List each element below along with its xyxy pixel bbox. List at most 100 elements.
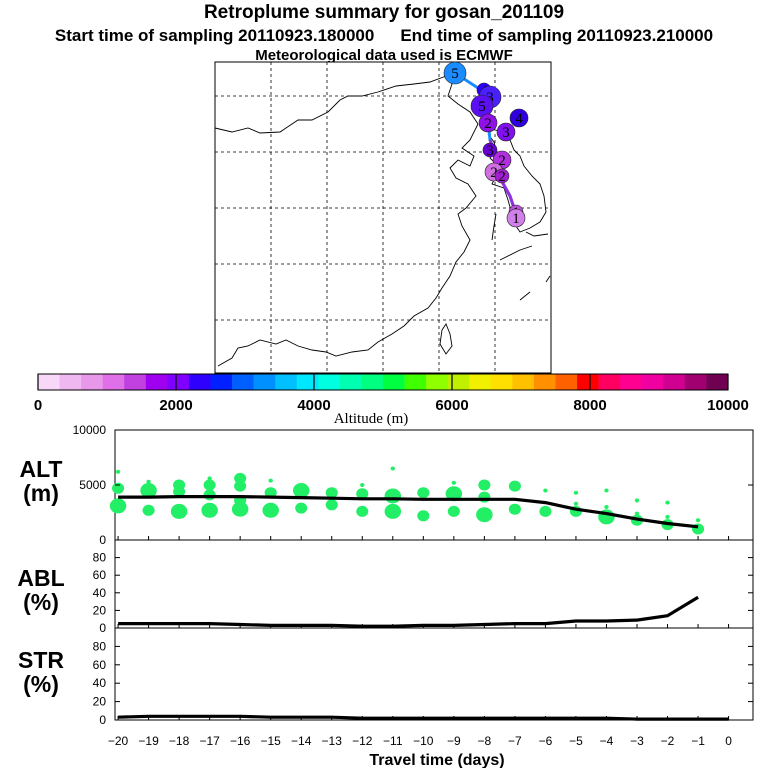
alt-scatter-point: [203, 479, 216, 491]
colorbar-swatch: [210, 374, 233, 390]
colorbar-swatch: [684, 374, 707, 390]
met-data-note: Meteorological data used is ECMWF: [255, 47, 513, 64]
abl-frame: [114, 539, 754, 629]
x-axis-label: Travel time (days): [369, 752, 504, 768]
colorbar-swatch: [469, 374, 492, 390]
alt-scatter-point: [478, 491, 491, 503]
alt-scatter-point: [203, 489, 216, 501]
colorbar-swatch: [188, 374, 211, 390]
ytick-label: 0: [99, 621, 106, 635]
ytick-label: 60: [93, 658, 107, 672]
alt-scatter-point: [360, 483, 365, 487]
alt-median-line: [118, 495, 699, 529]
colorbar-swatch: [641, 374, 664, 390]
altitude-colorbar: 0 2000 4000 6000 8000 10000 Altitude (m): [34, 373, 749, 427]
alt-scatter-point: [508, 480, 521, 492]
ytick-label: 60: [93, 568, 107, 582]
xtick-label: −16: [230, 734, 251, 748]
colorbar-tick-label: 10000: [707, 397, 749, 414]
colorbar-tick-label: 4000: [297, 397, 330, 414]
ytick-label: 0: [99, 533, 106, 547]
alt-scatter-point: [207, 476, 212, 481]
trajectory-marker-label: 3: [486, 143, 494, 159]
colorbar-swatch: [296, 374, 319, 390]
ytick-label: 20: [93, 695, 107, 709]
colorbar-swatch: [512, 374, 535, 390]
trajectory-marker-label: 1: [512, 211, 520, 227]
trajectory-marker: [478, 113, 498, 133]
travel-time-axis: −20 −19 −18 −17 −16 −15 −14 −13 −12 −11 −10 −9 −8 −7−…: [108, 536, 732, 748]
colorbar-swatch: [555, 374, 578, 390]
ytick-label: 10000: [73, 423, 107, 437]
alt-scatter-point: [115, 469, 121, 474]
xtick-label: −10: [413, 734, 434, 748]
abl-ylabel-bottom: (%): [23, 589, 59, 615]
alt-scatter-point: [325, 487, 338, 499]
xtick-label: −19: [138, 734, 159, 748]
colorbar-swatches: [38, 374, 729, 390]
xtick-label: −1: [691, 734, 705, 748]
colorbar-swatch: [620, 374, 643, 390]
ytick-label: 40: [93, 586, 107, 600]
alt-scatter-point: [112, 482, 125, 494]
ytick-label: 40: [93, 676, 107, 690]
alt-scatter-point: [508, 503, 521, 515]
trajectory-marker-label: 5: [451, 66, 459, 82]
alt-scatter-point: [140, 483, 157, 498]
alt-scatter-point: [109, 498, 127, 514]
xtick-label: −8: [478, 734, 492, 748]
ytick-label: 20: [93, 603, 107, 617]
alt-scatter-point: [634, 511, 640, 516]
colorbar-swatch: [383, 374, 405, 390]
trajectory-marker: [494, 168, 510, 184]
alt-scatter-point: [634, 498, 640, 503]
alt-scatter-point: [295, 502, 308, 514]
alt-scatter-point: [384, 503, 402, 519]
alt-scatter-point: [604, 505, 609, 509]
trajectory-marker-label: 2: [498, 153, 506, 169]
colorbar-tick-label: 8000: [573, 397, 606, 414]
trajectory-marker: [443, 61, 467, 85]
trajectory-markers: 5435432322211: [443, 61, 529, 228]
colorbar-label: Altitude (m): [334, 411, 409, 427]
alt-scatter-point: [325, 499, 338, 511]
xtick-label: −3: [630, 734, 644, 748]
xtick-label: −13: [322, 734, 343, 748]
xtick-label: −12: [352, 734, 373, 748]
str-panel: 0 20 40 60 80 STR (%): [18, 627, 754, 727]
xtick-label: −15: [261, 734, 282, 748]
colorbar-swatch: [318, 374, 341, 390]
colorbar-swatch: [59, 374, 82, 390]
alt-scatter-point: [262, 502, 279, 518]
trajectory-marker: [496, 122, 516, 142]
alt-scatter-point: [604, 488, 609, 493]
alt-scatter-point: [170, 503, 188, 519]
alt-scatter-point: [234, 480, 247, 492]
colorbar-swatch: [426, 374, 448, 390]
xtick-label: −2: [661, 734, 675, 748]
trajectory-marker-label: 3: [502, 125, 510, 141]
abl-yticks: 0 20 40 60 80: [93, 551, 753, 635]
alt-scatter-point: [231, 501, 249, 517]
xtick-label: −6: [539, 734, 553, 748]
alt-scatter-point: [384, 488, 402, 504]
xtick-label: −14: [291, 734, 312, 748]
end-time: End time of sampling 20110923.210000: [400, 26, 714, 45]
alt-scatter-point: [665, 500, 670, 505]
colorbar-tick-label: 2000: [159, 397, 192, 414]
alt-scatter-point: [478, 479, 491, 491]
colorbar-swatch: [339, 374, 362, 390]
colorbar-swatch: [253, 374, 276, 390]
ytick-label: 5000: [79, 478, 106, 492]
alt-ylabel-bottom: (m): [23, 480, 59, 506]
abl-line: [118, 595, 699, 628]
alt-scatter-point: [234, 472, 247, 484]
abl-ylabel-top: ABL: [17, 565, 64, 591]
str-yticks: 0 20 40 60 80: [93, 639, 753, 727]
colorbar-swatch: [38, 374, 60, 390]
trajectory-marker: [482, 142, 498, 158]
alt-scatter-point: [447, 505, 460, 517]
xtick-label: −9: [447, 734, 461, 748]
colorbar-swatch: [706, 374, 729, 390]
trajectory-marker-label: 5: [478, 99, 486, 115]
